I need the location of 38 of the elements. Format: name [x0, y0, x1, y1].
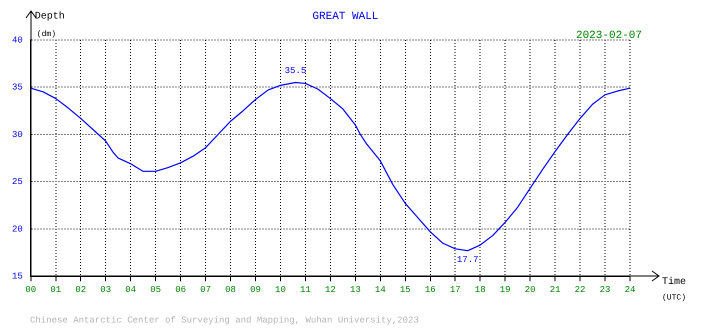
x-tick-label: 20 [524, 284, 536, 295]
x-tick-label: 24 [624, 284, 636, 295]
annotation: 2023-02-07 [576, 30, 642, 42]
text: Chinese Antarctic Center of Surveying and Mapping, Wuhan University,2023 [30, 315, 419, 326]
x-tick-label: 08 [225, 284, 236, 295]
y-tick-label: 25 [12, 177, 23, 188]
y-tick-label: 40 [12, 35, 23, 46]
x-tick-label: 16 [424, 284, 436, 295]
x-tick-label: 03 [100, 284, 112, 295]
x-tick-label: 09 [250, 284, 261, 295]
chart-title: GREAT WALL [312, 10, 378, 23]
x-tick-label: 13 [350, 284, 361, 295]
x-tick-label: 19 [500, 284, 511, 295]
x-tick-label: 23 [600, 284, 610, 295]
x-tick-label: 22 [574, 284, 586, 295]
x-tick-label: 04 [125, 284, 136, 295]
x-tick-label: 15 [400, 284, 411, 295]
y-tick-label: 30 [12, 130, 23, 140]
x-tick-label: 05 [150, 284, 162, 295]
x-tick-label: 17 [450, 284, 461, 295]
x-tick-label: 10 [275, 284, 286, 295]
y-tick-label: 35 [12, 82, 23, 93]
x-axis-title: Time (UTC) [662, 276, 686, 302]
x-tick-label: 14 [374, 284, 386, 295]
x-tick-label: 00 [25, 284, 36, 295]
x-tick-label: 07 [200, 284, 211, 295]
x-tick-label: 06 [175, 284, 186, 295]
y-tick-label: 15 [12, 272, 23, 282]
x-tick-label: 02 [75, 284, 86, 295]
y-axis-title: Depth (dm) [34, 10, 65, 40]
x-tick-label: 01 [50, 284, 62, 295]
annotation: 17.7 [456, 255, 479, 266]
x-tick-label: 21 [550, 284, 561, 295]
x-tick-label: 18 [474, 284, 486, 295]
x-tick-label: 12 [324, 284, 336, 295]
y-tick-label: 20 [12, 224, 23, 234]
annotation: 35.5 [284, 66, 306, 76]
x-tick-label: 11 [300, 284, 311, 295]
